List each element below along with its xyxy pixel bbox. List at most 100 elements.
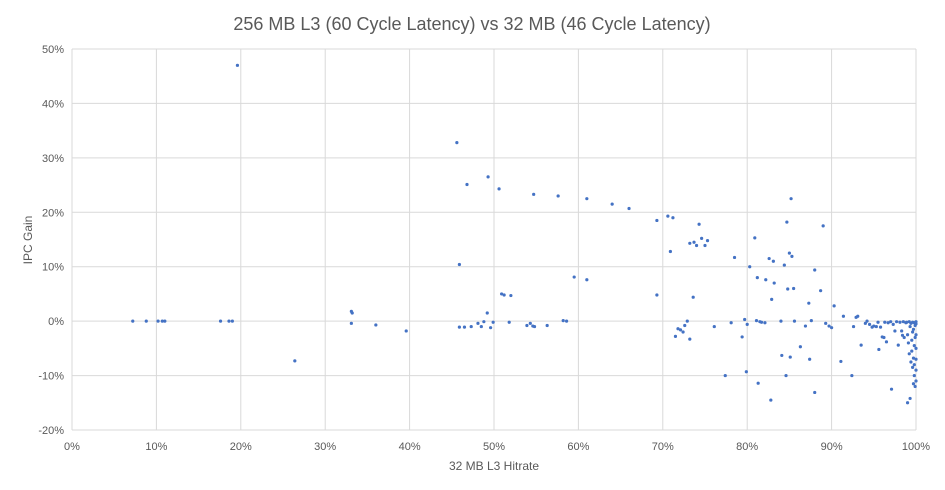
data-point <box>700 236 704 241</box>
data-point <box>771 259 775 263</box>
data-point <box>877 347 881 352</box>
data-point <box>907 352 911 356</box>
data-point <box>905 320 909 324</box>
data-point <box>743 317 747 322</box>
data-point <box>867 322 872 327</box>
data-point <box>745 322 749 327</box>
data-point <box>759 320 764 324</box>
data-point <box>235 63 240 67</box>
data-point <box>872 324 876 328</box>
data-point <box>819 289 823 293</box>
data-point <box>789 197 793 201</box>
data-point <box>909 360 913 364</box>
data-point <box>850 373 854 378</box>
data-point <box>910 349 914 353</box>
data-point <box>905 401 910 405</box>
data-point <box>697 222 701 226</box>
data-point <box>769 398 773 402</box>
data-point <box>476 321 480 325</box>
data-point <box>144 319 148 323</box>
data-point <box>227 319 231 323</box>
data-point <box>469 324 473 329</box>
data-point <box>561 318 565 323</box>
x-tick-label: 50% <box>483 441 505 453</box>
x-axis-label: 32 MB L3 Hitrate <box>449 459 539 473</box>
data-point <box>912 373 916 378</box>
data-point <box>131 319 135 323</box>
data-point <box>703 243 707 248</box>
data-point <box>784 373 788 378</box>
data-point <box>780 353 784 358</box>
data-point <box>486 175 490 179</box>
data-point <box>803 324 808 328</box>
x-tick-label: 60% <box>567 441 589 453</box>
data-point <box>683 323 687 328</box>
data-point <box>489 326 493 330</box>
data-point <box>808 357 812 361</box>
data-point <box>462 325 467 329</box>
chart-title: 256 MB L3 (60 Cycle Latency) vs 32 MB (4… <box>233 14 710 34</box>
x-tick-label: 90% <box>821 441 843 453</box>
data-point <box>911 356 916 360</box>
data-point <box>876 320 880 324</box>
data-point <box>688 241 692 245</box>
data-point <box>807 301 811 305</box>
x-tick-label: 40% <box>399 441 421 453</box>
x-tick-label: 100% <box>902 441 930 453</box>
data-point <box>779 319 783 323</box>
data-point <box>787 251 792 255</box>
data-point <box>712 324 716 329</box>
data-point <box>691 295 695 299</box>
data-point <box>509 293 513 298</box>
data-point <box>585 197 589 201</box>
data-point <box>841 314 846 318</box>
data-point <box>785 220 789 224</box>
data-point <box>350 311 354 315</box>
data-point <box>901 320 905 324</box>
data-point <box>499 292 504 296</box>
data-point <box>894 320 899 324</box>
data-point <box>906 341 911 345</box>
x-tick-label: 0% <box>64 441 80 453</box>
y-axis-ticks: -20% -10% 0% 10% 20% 30% 40% 50% <box>38 44 64 437</box>
data-point <box>908 324 912 329</box>
data-point <box>293 359 297 363</box>
data-point <box>882 335 886 340</box>
data-point <box>528 321 532 325</box>
data-point <box>786 287 790 291</box>
data-point <box>910 338 914 342</box>
data-point <box>655 293 659 297</box>
data-point <box>692 240 696 244</box>
data-point <box>792 319 797 323</box>
data-point <box>914 357 918 361</box>
data-point <box>767 256 771 261</box>
data-point <box>556 194 560 198</box>
data-point <box>830 326 834 330</box>
data-point <box>748 265 752 269</box>
x-axis-ticks: 0% 10% 20% 30% 40% 50% 60% 70% 80% 90% 100% <box>64 441 930 453</box>
data-point <box>507 320 511 324</box>
data-point <box>809 318 813 323</box>
data-point <box>666 214 670 218</box>
data-point <box>913 384 917 389</box>
data-point <box>813 268 817 272</box>
y-tick-label: -10% <box>38 371 64 383</box>
data-point <box>770 297 774 301</box>
data-point <box>912 363 916 367</box>
data-point <box>688 337 692 341</box>
data-point <box>914 346 918 350</box>
data-point <box>572 275 576 279</box>
data-point <box>911 330 915 334</box>
data-point <box>891 322 895 327</box>
y-tick-label: 40% <box>42 98 64 110</box>
data-point <box>676 327 680 331</box>
data-point <box>896 343 900 347</box>
data-point <box>911 365 915 370</box>
data-point <box>627 206 631 211</box>
data-point <box>874 324 878 329</box>
data-point <box>905 333 910 337</box>
data-point <box>914 379 918 383</box>
data-point <box>908 396 912 401</box>
y-tick-label: 0% <box>48 316 64 328</box>
data-point <box>911 382 916 386</box>
